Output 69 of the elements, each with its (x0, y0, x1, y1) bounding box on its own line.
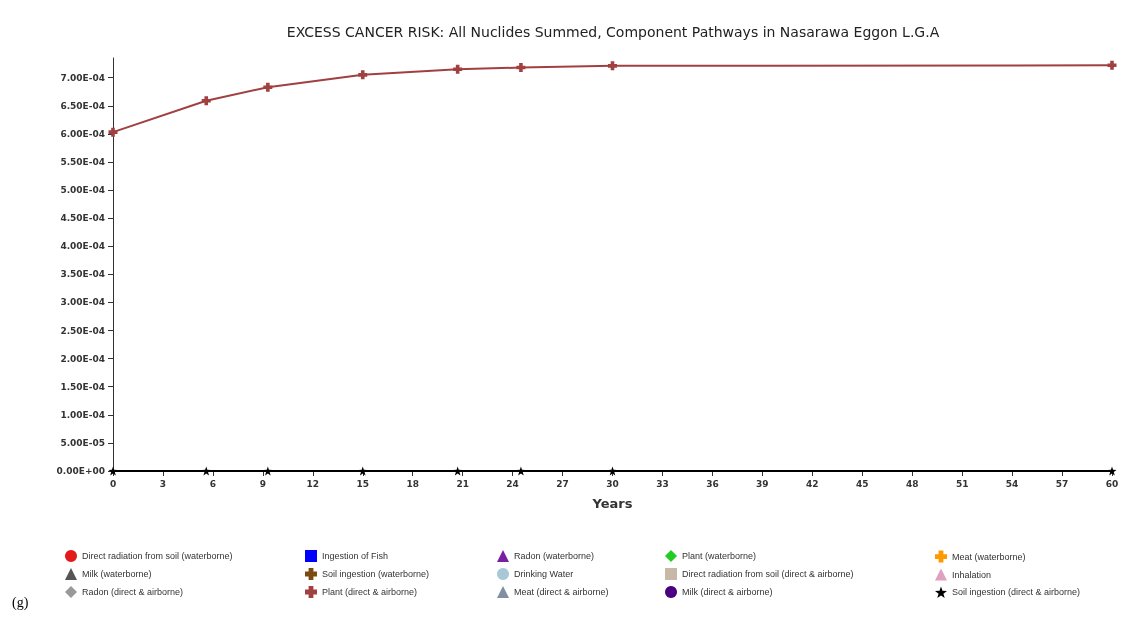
legend-label: Soil ingestion (direct & airborne) (952, 587, 1081, 598)
legend-label: Soil ingestion (waterborne) (322, 569, 430, 579)
legend-label: Drinking Water (514, 569, 574, 579)
legend-label: Radon (direct & airborne) (82, 587, 184, 597)
legend-label: Plant (waterborne) (682, 551, 757, 561)
legend-label: Direct radiation from soil (waterborne) (82, 551, 233, 561)
y-tick-label: 1.50E-04 (60, 381, 105, 392)
point (608, 466, 617, 476)
x-tick-label: 45 (855, 478, 869, 489)
point (263, 466, 273, 476)
x-tick-label: 51 (955, 478, 969, 489)
x-tick-label: 42 (806, 478, 819, 489)
x-tick-label: 39 (756, 478, 769, 489)
point (516, 466, 526, 476)
point (358, 466, 368, 476)
x-tick-label: 54 (1005, 478, 1019, 489)
x-tick-label: 48 (905, 478, 919, 489)
legend-label: Meat (direct & airborne) (514, 587, 609, 597)
y-tick-label: 0.00E+00 (56, 466, 105, 476)
x-tick-label: 18 (406, 478, 419, 489)
legend-label: Radon (waterborne) (514, 551, 595, 561)
legend-label: Plant (direct & airborne) (322, 587, 418, 597)
x-tick-label: 30 (606, 478, 619, 489)
y-tick-label: 5.50E-04 (60, 156, 105, 167)
x-tick-label: 0 (109, 478, 117, 489)
point (453, 64, 463, 74)
y-tick-label: 3.50E-04 (60, 269, 105, 280)
chart-title: EXCESS CANCER RISK: All Nuclides Summed, Component Pathways in Nasarawa Eggon L.G.A (286, 24, 940, 40)
y-tick-label: 4.50E-04 (60, 213, 105, 224)
legend-label: Milk (waterborne) (82, 569, 152, 579)
x-tick-label: 57 (1055, 478, 1069, 489)
point (608, 61, 617, 71)
x-tick-label: 33 (656, 478, 669, 489)
x-tick-label: 9 (259, 478, 266, 489)
y-tick-label: 6.00E-04 (60, 128, 105, 139)
y-tick-label: 1.00E-04 (60, 409, 105, 420)
y-tick-label: 5.00E-04 (60, 185, 105, 196)
legend-label: Direct radiation from soil (direct & airborne) (682, 569, 854, 579)
x-tick-label: 60 (1105, 478, 1119, 489)
point (263, 82, 273, 92)
point (1107, 60, 1117, 70)
y-tick-label: 4.00E-04 (60, 241, 105, 252)
x-axis-title: Years (591, 496, 633, 511)
point (1107, 466, 1117, 476)
legend-label: Milk (direct & airborne) (682, 587, 773, 597)
x-tick-label: 24 (506, 478, 519, 489)
x-tick-label: 12 (306, 478, 320, 489)
point (201, 96, 211, 106)
point (516, 63, 526, 73)
y-tick-label: 7.00E-04 (60, 72, 105, 83)
x-tick-label: 21 (456, 478, 469, 489)
point (358, 70, 368, 80)
y-tick-label: 2.50E-04 (60, 325, 105, 336)
legend-label: Ingestion of Fish (322, 551, 389, 561)
point (201, 466, 211, 476)
point (108, 127, 118, 137)
text: (g) (12, 594, 29, 611)
y-tick-label: 6.50E-04 (60, 100, 105, 111)
legend-label: Inhalation (952, 569, 992, 580)
x-tick-label: 3 (159, 478, 167, 489)
y-tick-label: 2.00E-04 (60, 353, 105, 364)
x-tick-label: 6 (209, 478, 217, 489)
y-tick-label: 5.00E-05 (60, 437, 105, 448)
x-tick-label: 36 (706, 478, 719, 489)
y-tick-label: 3.00E-04 (60, 297, 105, 308)
x-tick-label: 27 (556, 478, 569, 489)
x-tick-label: 15 (356, 478, 370, 489)
point (453, 466, 463, 476)
legend-label: Meat (waterborne) (952, 551, 1026, 562)
